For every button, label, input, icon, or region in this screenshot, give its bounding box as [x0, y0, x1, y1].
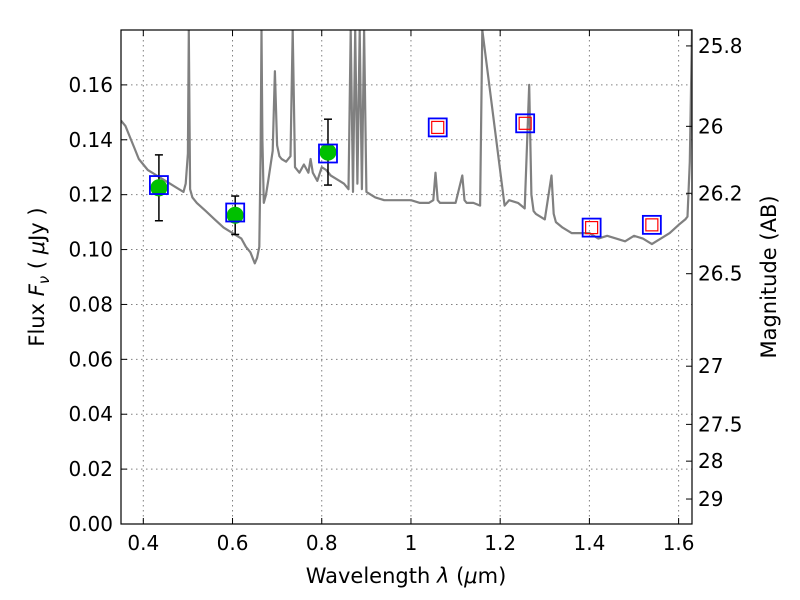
x-axis-label: Wavelength λ (μm)	[306, 564, 507, 588]
model-band-flux-marker	[149, 175, 169, 195]
model-band-flux-marker	[225, 202, 246, 223]
y2-tick-label: 28	[698, 449, 723, 473]
observed-flux-point	[226, 206, 244, 224]
x-tick-label: 0.4	[127, 531, 159, 555]
y-axis-label-unit-open: (	[25, 254, 49, 276]
plot-frame	[120, 29, 693, 525]
y-tick-label: 0.16	[68, 73, 113, 97]
y-axis-label-symbol: F	[25, 283, 49, 296]
x-tick-label: 1.6	[663, 531, 695, 555]
upper-limit-marker	[431, 120, 445, 135]
y-axis-label-prefix: Flux	[25, 296, 49, 346]
y-tick-label: 0.00	[68, 512, 113, 536]
x-axis-label-unit-mu: μ	[463, 564, 477, 588]
model-band-flux-marker	[515, 113, 536, 134]
y-tick-label: 0.10	[68, 238, 113, 262]
x-axis-label-prefix: Wavelength	[306, 564, 437, 588]
model-band-flux-marker	[641, 214, 662, 235]
model-band-flux-marker	[427, 117, 448, 138]
y-tick-label: 0.02	[68, 457, 113, 481]
x-tick-label: 1	[405, 531, 418, 555]
model-band-flux-marker	[318, 143, 338, 164]
y-axis-label-subscript: ν	[35, 276, 53, 284]
y-tick-label: 0.12	[68, 183, 113, 207]
model-band-flux-marker	[581, 217, 602, 238]
y-tick-label: 0.08	[68, 292, 113, 316]
observed-flux-point	[319, 143, 337, 161]
y2-tick-label: 25.8	[698, 34, 743, 58]
x-tick-label: 0.8	[306, 531, 338, 555]
axes: 0.4 0.6 0.8 1 1.2 1.4 1.6 0.00 0.02 0.04 0.06 0.08 0…	[68, 29, 743, 555]
y2-tick-label: 27	[698, 354, 723, 378]
x-tick-label: 1.2	[484, 531, 516, 555]
y-axis-label-unit-mu: μ	[25, 241, 49, 255]
grid-lines	[121, 30, 692, 525]
y-tick-label: 0.06	[68, 347, 113, 371]
data-layer	[121, 30, 692, 265]
observed-flux-point	[150, 179, 168, 197]
y2-axis-label: Magnitude (AB)	[757, 195, 781, 358]
y2-tick-label: 26.5	[698, 262, 743, 286]
y2-tick-label: 27.5	[698, 412, 743, 436]
upper-limit-marker	[518, 116, 532, 130]
model-sed-line	[121, 30, 692, 265]
x-axis-label-unit-rest: m)	[478, 564, 507, 588]
x-tick-label: 1.4	[573, 531, 605, 555]
y-tick-label: 0.04	[68, 402, 113, 426]
x-tick-label: 0.6	[217, 531, 249, 555]
upper-limit-marker	[645, 218, 659, 232]
y2-tick-label: 26	[698, 114, 723, 138]
y-axis-label: Flux Fν ( μJy )	[25, 207, 53, 346]
y-tick-label: 0.14	[68, 128, 113, 152]
y2-tick-label: 29	[698, 487, 723, 511]
x-axis-label-symbol: λ	[436, 564, 449, 588]
y-axis-label-unit-rest: Jy )	[25, 207, 49, 243]
y2-tick-label: 26.2	[698, 181, 743, 205]
x-axis-label-unit-open: (	[449, 564, 464, 588]
upper-limit-marker	[585, 221, 599, 235]
